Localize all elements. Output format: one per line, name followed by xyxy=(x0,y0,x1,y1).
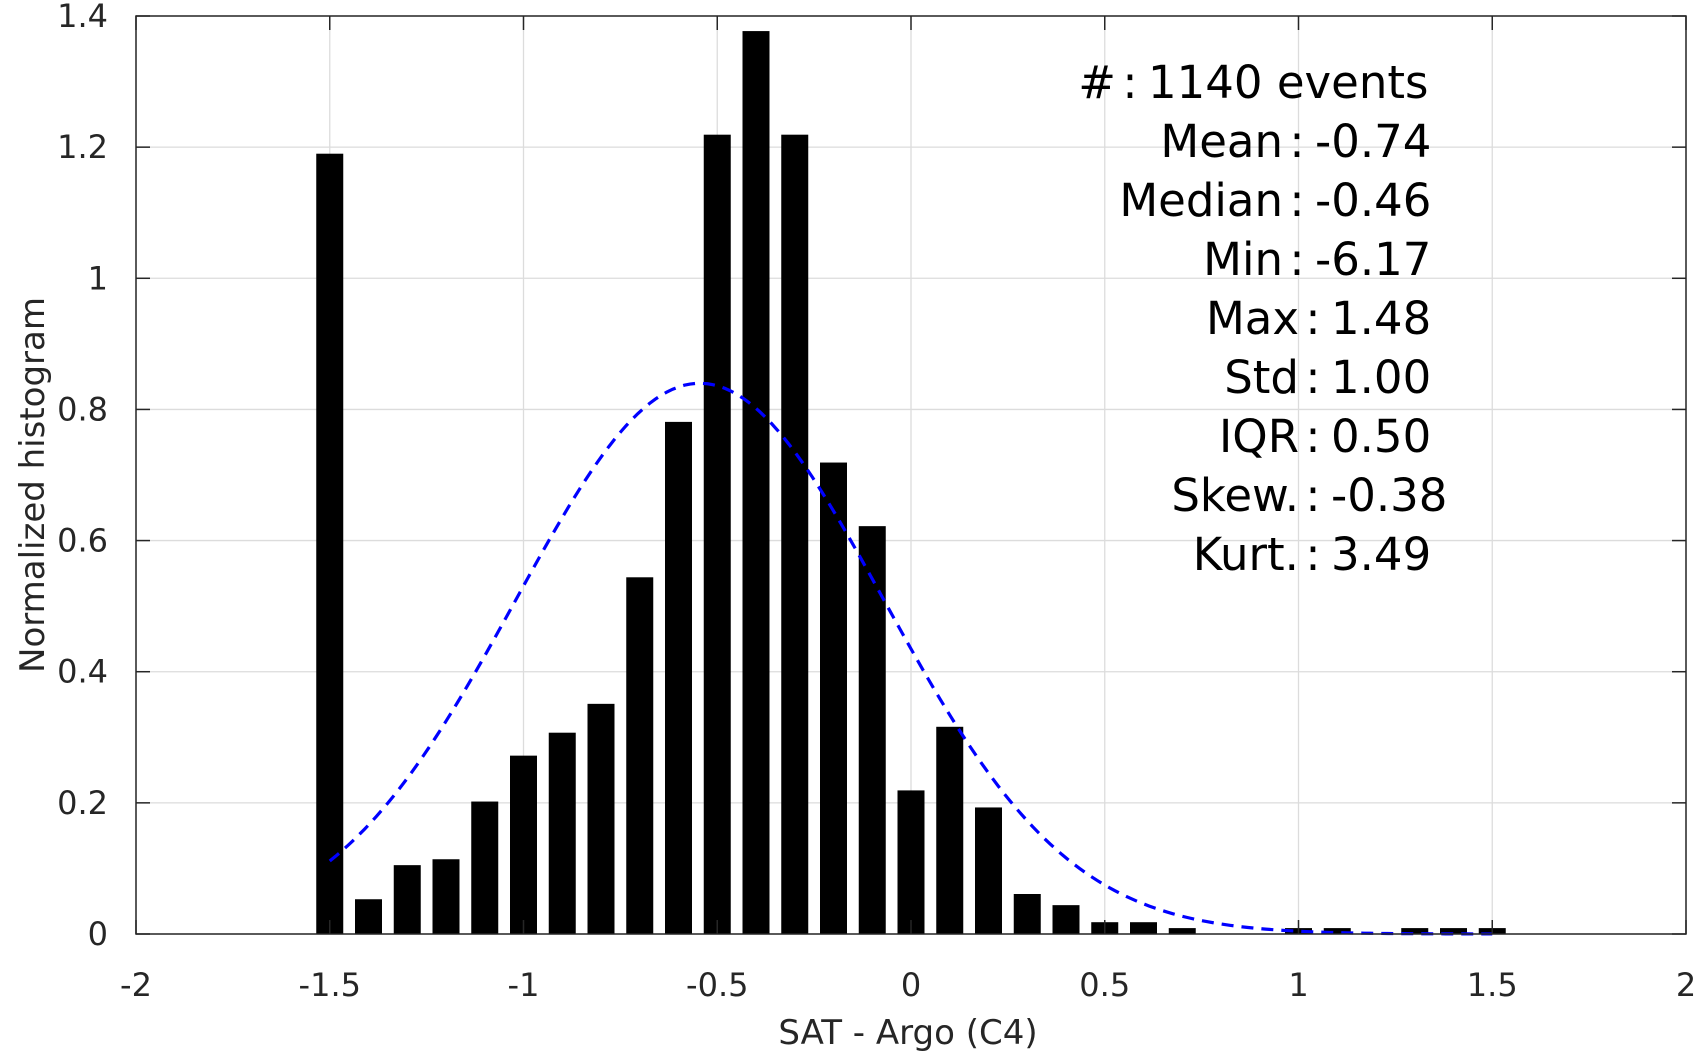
histogram-bar xyxy=(820,462,847,934)
histogram-bar xyxy=(897,790,925,934)
histogram-bar xyxy=(316,153,344,934)
stat-label: Max xyxy=(1206,292,1299,345)
stat-value: -6.17 xyxy=(1315,233,1431,286)
histogram-bar xyxy=(665,421,692,934)
stat-separator: : xyxy=(1289,115,1304,168)
histogram-bar xyxy=(742,31,770,935)
stat-separator: : xyxy=(1305,528,1320,581)
stat-value: 1.48 xyxy=(1331,292,1431,345)
x-tick-labels: -2 -1.5 -1 -0.5 0 0.5 1 1.5 2 xyxy=(120,966,1696,1004)
stat-value: 1.00 xyxy=(1331,351,1431,404)
stat-separator: : xyxy=(1305,469,1320,522)
stat-label: Skew. xyxy=(1171,469,1299,522)
y-tick-labels: 0 0.2 0.4 0.6 0.8 1 1.2 1.4 xyxy=(57,0,108,953)
histogram-bar xyxy=(936,726,964,934)
histogram-bar xyxy=(975,807,1002,934)
stat-value: 1140 events xyxy=(1148,56,1428,109)
histogram-bar xyxy=(1013,894,1041,934)
histogram-bar xyxy=(703,134,731,935)
x-tick-label: 2 xyxy=(1676,966,1696,1004)
stat-separator: : xyxy=(1289,174,1304,227)
y-tick-label: 1.2 xyxy=(57,128,108,166)
x-tick-label: -0.5 xyxy=(686,966,748,1004)
x-tick-label: 0 xyxy=(901,966,921,1004)
x-axis-label: SAT - Argo (C4) xyxy=(778,1013,1037,1053)
stat-separator: : xyxy=(1305,292,1320,345)
y-tick-label: 0 xyxy=(88,915,108,953)
fit-curve xyxy=(328,381,1493,936)
stat-label: # xyxy=(1078,56,1116,109)
y-axis-label: Normalized histogram xyxy=(13,297,53,673)
stat-value: -0.46 xyxy=(1315,174,1431,227)
stat-value: -0.38 xyxy=(1331,469,1447,522)
stat-separator: : xyxy=(1289,233,1304,286)
stat-separator: : xyxy=(1305,351,1320,404)
histogram-bar xyxy=(858,526,886,934)
y-tick-label: 0.4 xyxy=(57,653,108,691)
histogram-bar xyxy=(626,577,654,934)
stat-label: Kurt. xyxy=(1193,528,1299,581)
x-tick-label: 1 xyxy=(1288,966,1308,1004)
stat-label: Std xyxy=(1224,351,1299,404)
x-tick-label: -1 xyxy=(508,966,540,1004)
histogram-bar xyxy=(393,865,421,934)
x-tick-label: 0.5 xyxy=(1079,966,1130,1004)
tick-marks xyxy=(135,15,1687,935)
x-tick-label: 1.5 xyxy=(1467,966,1518,1004)
y-tick-label: 0.8 xyxy=(57,390,108,428)
histogram-bar xyxy=(1440,928,1467,934)
stat-label: IQR xyxy=(1219,410,1299,463)
stat-value: 0.50 xyxy=(1331,410,1431,463)
histogram-bar xyxy=(548,732,576,934)
stat-label: Min xyxy=(1203,233,1283,286)
histogram-bar xyxy=(1323,928,1351,934)
histogram-bar xyxy=(510,755,537,934)
histogram-bar xyxy=(781,134,809,935)
stat-label: Mean xyxy=(1160,115,1283,168)
histogram-bar xyxy=(1130,922,1157,934)
y-tick-label: 0.2 xyxy=(57,784,108,822)
histogram-bar xyxy=(432,859,460,934)
y-tick-label: 0.6 xyxy=(57,522,108,560)
stat-value: 3.49 xyxy=(1331,528,1431,581)
histogram-bar xyxy=(1401,928,1429,934)
x-tick-label: -2 xyxy=(120,966,152,1004)
bar-series xyxy=(316,31,1506,935)
histogram-bar xyxy=(355,899,382,934)
histogram-bar xyxy=(471,801,499,934)
x-tick-label: -1.5 xyxy=(299,966,361,1004)
histogram-bar xyxy=(1052,905,1080,934)
y-tick-label: 1.4 xyxy=(57,0,108,35)
y-tick-label: 1 xyxy=(88,259,108,297)
stat-separator: : xyxy=(1305,410,1320,463)
stat-separator: : xyxy=(1122,56,1137,109)
histogram-bar xyxy=(1168,928,1196,934)
histogram-bar xyxy=(587,703,615,934)
stat-label: Median xyxy=(1119,174,1283,227)
stat-value: -0.74 xyxy=(1315,115,1431,168)
